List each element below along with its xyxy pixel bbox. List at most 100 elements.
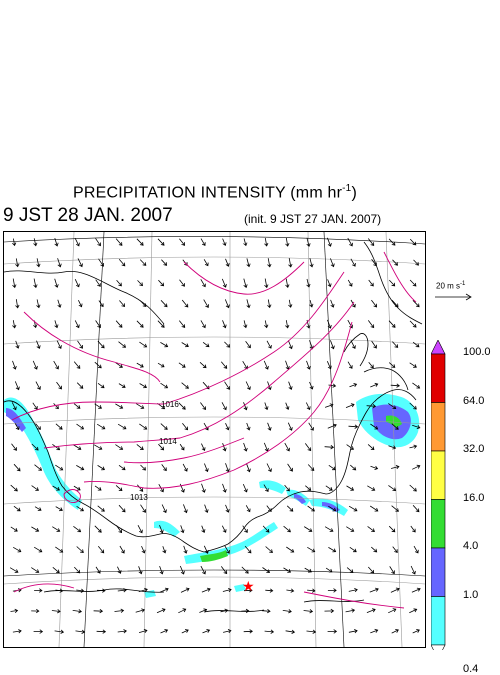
wind-arrow xyxy=(55,546,64,553)
wind-arrow xyxy=(324,608,335,614)
wind-arrow xyxy=(350,340,356,350)
wind-arrow xyxy=(413,545,419,554)
wind-reference-arrow-icon xyxy=(435,293,472,301)
wind-arrow xyxy=(370,382,379,388)
wind-arrow xyxy=(201,587,211,593)
isobars xyxy=(11,251,417,609)
wind-arrow xyxy=(14,423,20,431)
wind-arrow xyxy=(183,504,188,514)
wind-arrow xyxy=(392,259,398,266)
wind-arrow xyxy=(158,279,165,287)
wind-arrow xyxy=(267,299,272,309)
wind-arrow xyxy=(391,505,399,512)
wind-arrow xyxy=(77,258,83,268)
wind-arrow xyxy=(324,403,334,408)
wind-arrow xyxy=(244,545,252,554)
wind-arrow xyxy=(55,423,63,430)
wind-arrow xyxy=(118,464,126,471)
colorbar-segment xyxy=(431,499,446,549)
wind-reference-label: 20 m s-1 xyxy=(436,281,465,291)
wind-arrow xyxy=(77,340,83,349)
wind-arrow xyxy=(12,629,22,634)
wind-arrow xyxy=(141,545,146,554)
wind-arrow xyxy=(73,361,81,369)
wind-arrow xyxy=(307,546,316,553)
wind-arrow xyxy=(391,629,399,634)
major-latitude-line xyxy=(4,236,425,245)
wind-arrow xyxy=(94,525,102,533)
isobar-line xyxy=(63,489,81,503)
wind-arrow xyxy=(307,464,315,471)
wind-arrow xyxy=(31,608,40,614)
wind-arrow xyxy=(34,506,42,511)
wind-arrow xyxy=(204,504,209,514)
wind-arrow xyxy=(199,608,208,613)
wind-arrow xyxy=(158,443,165,451)
wind-arrow xyxy=(52,566,60,574)
wind-arrow xyxy=(139,383,148,389)
wind-arrow xyxy=(392,341,399,348)
wind-arrow xyxy=(115,485,123,492)
wind-arrow xyxy=(388,445,397,450)
wind-arrow xyxy=(371,546,378,553)
wind-arrow xyxy=(117,566,122,574)
wind-arrow xyxy=(73,485,81,491)
wind-arrow xyxy=(54,629,65,634)
wind-arrow xyxy=(246,422,251,431)
wind-arrow xyxy=(263,484,269,492)
coastline-north xyxy=(4,270,165,325)
wind-arrow xyxy=(76,546,84,553)
wind-arrow xyxy=(245,341,251,349)
wind-arrow xyxy=(389,566,395,575)
wind-arrow xyxy=(181,382,189,389)
wind-arrow xyxy=(222,483,227,493)
wind-arrow xyxy=(267,381,272,391)
wind-arrow xyxy=(265,546,273,553)
wind-arrow xyxy=(308,422,314,431)
wind-arrow xyxy=(179,565,185,575)
wind-arrow xyxy=(159,587,169,593)
wind-arrow xyxy=(12,278,17,289)
wind-arrow xyxy=(76,423,85,430)
wind-arrow xyxy=(288,299,293,308)
wind-arrow xyxy=(14,381,20,391)
wind-arrow xyxy=(118,258,126,267)
wind-arrow xyxy=(115,362,123,368)
wind-arrow xyxy=(264,278,269,289)
wind-arrow xyxy=(286,505,294,512)
wind-arrow xyxy=(76,588,85,593)
wind-arrow xyxy=(200,565,206,575)
wind-arrow xyxy=(225,463,230,473)
wind-arrow xyxy=(347,279,353,287)
wind-arrow xyxy=(54,237,59,247)
wind-arrow xyxy=(242,360,248,370)
wind-arrow xyxy=(390,587,400,593)
wind-arrow xyxy=(346,526,355,532)
wind-arrow xyxy=(97,340,105,349)
wind-arrow xyxy=(350,258,356,267)
wind-arrow xyxy=(221,402,227,411)
wind-arrow xyxy=(202,341,210,348)
wind-arrow xyxy=(117,423,127,430)
colorbar-under-triangle xyxy=(431,644,446,650)
wind-arrow xyxy=(78,300,83,308)
wind-arrow xyxy=(367,526,375,533)
wind-arrow xyxy=(204,463,209,473)
wind-arrow xyxy=(263,360,269,370)
longitude-line xyxy=(58,232,75,647)
wind-arrow xyxy=(138,628,148,634)
wind-arrow xyxy=(96,423,106,430)
wind-arrow xyxy=(157,238,165,246)
wind-arrow xyxy=(31,526,40,532)
coastline-far-east xyxy=(363,241,423,325)
wind-arrow xyxy=(178,402,186,410)
wind-arrow xyxy=(181,299,189,308)
wind-arrow xyxy=(140,504,146,513)
wind-arrow xyxy=(411,587,421,593)
wind-arrow xyxy=(412,300,420,308)
wind-arrow xyxy=(136,320,144,328)
wind-arrow xyxy=(118,341,127,348)
wind-arrow xyxy=(97,505,105,512)
wind-arrow xyxy=(346,485,355,491)
wind-arrow xyxy=(283,567,292,573)
